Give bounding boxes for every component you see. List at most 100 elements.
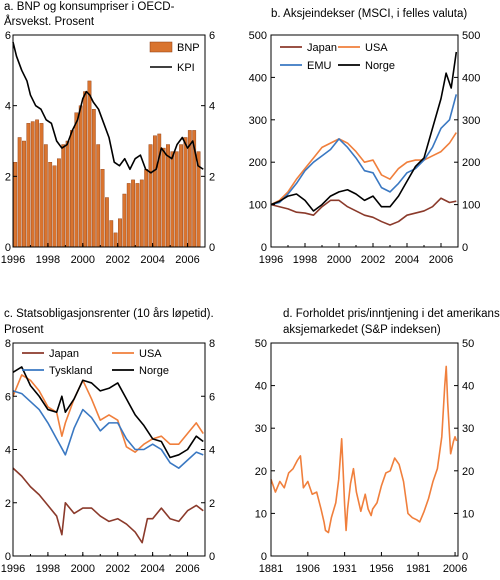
x-tick-label-b: 2002 (361, 254, 385, 266)
chart-title-b: b. Aksjeindekser (MSCI, i felles valuta) (271, 8, 467, 20)
bar-a (52, 165, 57, 248)
y-tick-label-left-d: 10 (255, 508, 267, 520)
panel-d: d. Forholdet pris/inntjening i det ameri… (255, 308, 500, 575)
y-tick-label-left-d: 0 (261, 551, 267, 563)
legend-label-c: Norge (139, 365, 169, 377)
y-tick-label-left-d: 50 (255, 338, 267, 350)
y-tick-label-left-c: 0 (5, 551, 11, 563)
y-tick-label-right-c: 2 (209, 498, 215, 510)
bar-a (96, 144, 101, 248)
series-line-c-norge (12, 366, 204, 459)
plot-frame-a (12, 34, 206, 248)
bar-a (109, 220, 114, 248)
bar-a (74, 112, 79, 248)
chart-title-c: Prosent (4, 324, 44, 336)
bar-a (17, 137, 22, 248)
bar-a (131, 179, 135, 248)
y-tick-label-left-b: 100 (249, 200, 267, 212)
y-tick-label-left-c: 2 (5, 498, 11, 510)
bar-a (139, 179, 144, 248)
y-tick-label-right-d: 0 (462, 551, 468, 563)
y-tick-label-left-c: 4 (5, 445, 11, 457)
series-line-b-norge (270, 51, 458, 212)
legend-label-b: Japan (307, 42, 337, 54)
y-tick-label-left-a: 0 (5, 242, 11, 254)
bar-a (83, 91, 87, 248)
x-tick-label-d: 2006 (443, 563, 467, 575)
x-tick-label-c: 2002 (105, 563, 129, 575)
y-tick-label-right-a: 6 (209, 30, 215, 42)
x-tick-label-c: 1998 (36, 563, 60, 575)
y-tick-label-right-b: 100 (462, 200, 480, 212)
plot-frame-d (270, 342, 459, 557)
bar-a (61, 144, 66, 248)
panel-a: a. BNP og konsumpriser i OECD- Årsvekst. … (1, 1, 215, 266)
y-tick-label-right-a: 2 (209, 171, 215, 183)
series-line-c-tyskland (12, 390, 204, 469)
x-tick-label-c: 2000 (71, 563, 95, 575)
chart-title-c: c. Statsobligasjonsrenter (10 års løpeti… (4, 308, 214, 320)
legend-label-c: USA (139, 348, 162, 360)
bar-a (43, 144, 48, 248)
bar-a (113, 232, 118, 248)
y-tick-label-right-d: 40 (462, 381, 474, 393)
y-tick-label-right-b: 500 (462, 30, 480, 42)
bar-a (179, 144, 183, 248)
bar-a (87, 80, 92, 248)
y-tick-label-left-a: 4 (5, 101, 11, 113)
bar-a (126, 183, 131, 248)
panel-c: c. Statsobligasjonsrenter (10 års løpeti… (1, 308, 215, 575)
y-tick-label-left-a: 6 (5, 30, 11, 42)
bar-a (26, 123, 31, 248)
bar-a (183, 137, 188, 248)
series-line-b-usa (270, 132, 457, 206)
plot-frame-c (12, 342, 206, 557)
x-tick-label-c: 1996 (1, 563, 25, 575)
y-tick-label-left-c: 8 (5, 338, 11, 350)
x-tick-label-b: 2006 (429, 254, 453, 266)
series-line-a-kpi (12, 41, 204, 174)
x-tick-label-b: 2000 (327, 254, 351, 266)
y-tick-label-right-d: 20 (462, 466, 474, 478)
y-tick-label-left-d: 30 (255, 423, 267, 435)
y-tick-label-right-a: 0 (209, 242, 215, 254)
y-tick-label-left-d: 20 (255, 466, 267, 478)
bar-a (48, 161, 53, 248)
chart-title-a: Årsvekst. Prosent (4, 15, 95, 28)
panel-b: b. Aksjeindekser (MSCI, i felles valuta)… (249, 8, 481, 266)
bar-a (166, 144, 170, 248)
bar-a (70, 130, 74, 248)
legend-label-a: BNP (177, 42, 200, 54)
chart-title-a: a. BNP og konsumpriser i OECD- (4, 1, 175, 13)
chart-title-d: aksjemarkedet (S&P indeksen) (283, 324, 441, 336)
y-tick-label-right-b: 300 (462, 115, 480, 127)
x-tick-label-a: 2002 (105, 254, 129, 266)
series-line-c-japan (12, 467, 204, 544)
y-tick-label-right-d: 10 (462, 508, 474, 520)
bar-a (22, 140, 26, 248)
x-tick-label-a: 2000 (71, 254, 95, 266)
series-line-b-emu (270, 94, 458, 206)
x-tick-label-c: 2004 (140, 563, 164, 575)
y-tick-label-left-a: 2 (5, 171, 11, 183)
bar-a (161, 147, 166, 248)
x-tick-label-d: 1931 (332, 563, 356, 575)
y-tick-label-right-c: 0 (209, 551, 215, 563)
x-tick-label-c: 2006 (175, 563, 199, 575)
y-tick-label-right-d: 50 (462, 338, 474, 350)
x-tick-label-a: 2006 (175, 254, 199, 266)
x-tick-label-d: 1956 (369, 563, 393, 575)
chart-title-d: d. Forholdet pris/inntjening i det ameri… (283, 308, 500, 320)
legend-label-c: Tyskland (49, 365, 92, 377)
bar-a (35, 119, 39, 248)
x-tick-label-b: 1996 (259, 254, 283, 266)
y-tick-label-right-d: 30 (462, 423, 474, 435)
bar-a (30, 121, 35, 248)
bar-a (144, 169, 149, 248)
legend-label-b: USA (365, 42, 388, 54)
bar-a (78, 105, 83, 248)
y-tick-label-right-c: 4 (209, 445, 215, 457)
x-tick-label-d: 1981 (406, 563, 430, 575)
bar-a (65, 140, 70, 248)
